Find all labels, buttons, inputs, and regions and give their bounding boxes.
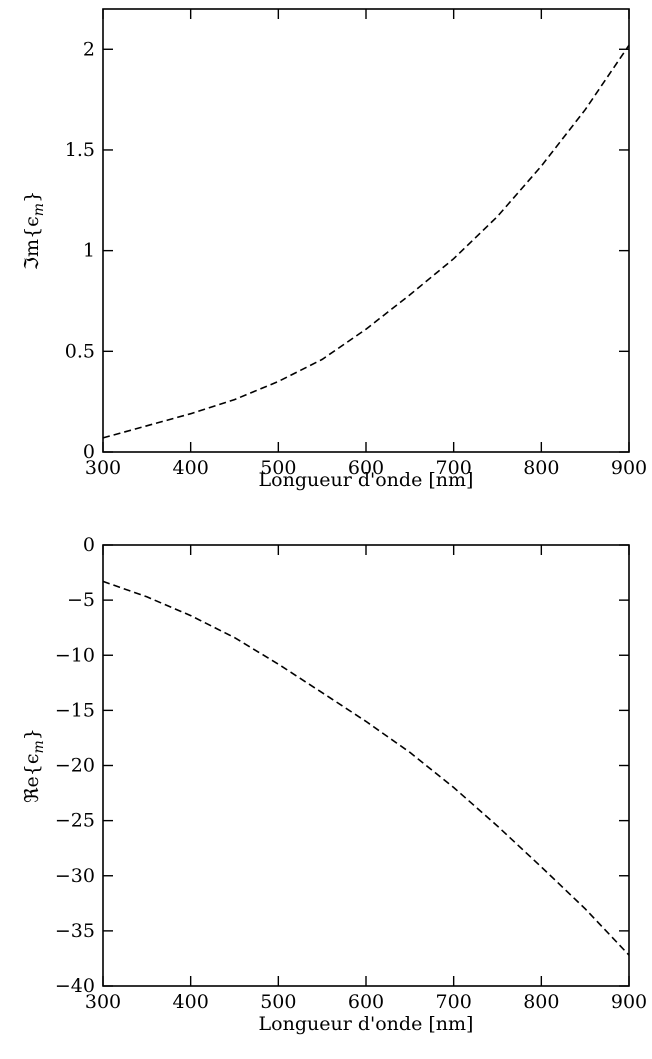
chart1-ytick-label: 1 — [83, 240, 95, 262]
chart1-plot-frame — [102, 8, 630, 453]
chart2-xtick-label: 600 — [348, 991, 384, 1013]
chart2-series-line — [102, 580, 630, 956]
chart2-ytick-label: −35 — [55, 920, 95, 942]
chart2-plot-frame — [102, 544, 630, 987]
chart2-x-axis-title: Longueur d'onde [nm] — [259, 1013, 474, 1035]
chart1-xtick-label: 800 — [523, 457, 559, 479]
chart2-ytick-label: −25 — [55, 810, 95, 832]
chart1-y-axis-title: ℑm{ϵm} — [21, 191, 47, 270]
chart2-xtick-label: 700 — [436, 991, 472, 1013]
chart1-xtick-label: 300 — [85, 457, 121, 479]
chart1-xtick-label: 900 — [611, 457, 647, 479]
chart2-ytick-label: −40 — [55, 975, 95, 997]
chart2-xtick-label: 900 — [611, 991, 647, 1013]
chart1-xtick-label: 500 — [260, 457, 296, 479]
chart1-ytick-label: 2 — [83, 38, 95, 60]
chart2-ytick-label: −15 — [55, 699, 95, 721]
chart1-ytick-label: 0.5 — [65, 340, 95, 362]
chart2-xtick-label: 300 — [85, 991, 121, 1013]
chart1-xtick-label: 400 — [173, 457, 209, 479]
chart2-ytick-label: −10 — [55, 644, 95, 666]
chart1-ytick-label: 0 — [83, 441, 95, 463]
chart2-ytick-label: −5 — [67, 589, 95, 611]
chart2-ytick-label: −30 — [55, 865, 95, 887]
chart2-xtick-label: 400 — [173, 991, 209, 1013]
chart1-x-axis-title: Longueur d'onde [nm] — [259, 469, 474, 491]
chart2-xtick-label: 800 — [523, 991, 559, 1013]
chart2-xtick-label: 500 — [260, 991, 296, 1013]
chart1-xtick-label: 700 — [436, 457, 472, 479]
chart2-ytick-label: −20 — [55, 755, 95, 777]
chart2-ytick-label: 0 — [83, 534, 95, 556]
chart2-y-axis-title: ℜe{ϵm} — [21, 728, 47, 803]
chart1-xtick-label: 600 — [348, 457, 384, 479]
chart1-series-line — [102, 44, 630, 439]
chart1-ytick-label: 1.5 — [65, 139, 95, 161]
